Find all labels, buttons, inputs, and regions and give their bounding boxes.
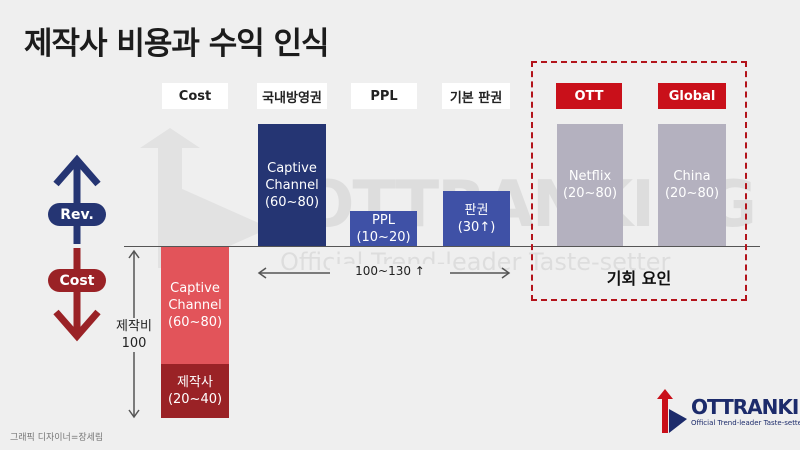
bar-text-line: (60~80) (264, 194, 320, 210)
page-title: 제작사 비용과 수익 인식 (24, 26, 330, 62)
header-ott: OTT (556, 83, 622, 109)
opportunity-label: 기회 요인 (606, 269, 672, 288)
bar-text-line: China (673, 169, 711, 184)
revenue-up-arrow-icon (53, 154, 101, 244)
bar-text-line: (60~80) (167, 315, 223, 330)
bar-captive-channel-cost: Captive Channel (60~80) (161, 247, 229, 364)
brand-logo-text: OTTRANKING (691, 395, 800, 419)
header-global: Global (658, 83, 726, 109)
brand-logo-subtext: Official Trend-leader Taste-setter (691, 419, 800, 427)
baseline (124, 246, 760, 247)
bar-text-line: (10~20) (356, 229, 411, 245)
bar-china: China (20~80) (658, 124, 726, 246)
bar-text-line: (20~40) (167, 392, 223, 407)
rev-badge-label: Rev. (60, 206, 94, 223)
bar-text-line: (20~80) (562, 186, 618, 201)
brand-logo: OTTRANKING Official Trend-leader Taste-s… (655, 385, 800, 440)
bar-text-line: Captive (267, 160, 317, 176)
cost-down-arrow-icon (53, 248, 101, 342)
rev-badge: Rev. (48, 203, 106, 226)
cost-badge: Cost (48, 269, 106, 292)
bar-text-line: Captive (170, 281, 220, 296)
bar-text-line: PPL (372, 212, 395, 228)
bar-text-line: 판권 (464, 202, 489, 218)
bar-text-line: 제작사 (177, 375, 213, 390)
opportunity-box (531, 61, 747, 301)
bar-text-line: Channel (168, 298, 222, 313)
header-cost: Cost (162, 83, 228, 109)
bar-license: 판권 (30↑) (443, 191, 510, 246)
header-broadcast-rights: 국내방영권 (257, 83, 327, 109)
bar-producer-cost: 제작사 (20~40) (161, 364, 229, 418)
bar-ppl: PPL (10~20) (350, 211, 417, 246)
header-ppl: PPL (351, 83, 417, 109)
brand-logo-icon (657, 389, 687, 433)
bar-text-line: (20~80) (664, 186, 720, 201)
revenue-range-label: 100~130 ↑ (330, 264, 450, 278)
cost-badge-label: Cost (59, 272, 95, 289)
bar-text-line: Channel (265, 177, 319, 193)
bar-text-line: Netflix (568, 169, 612, 184)
production-cost-label-line: 100 (121, 336, 147, 351)
header-base-license: 기본 판권 (442, 83, 510, 109)
bar-netflix: Netflix (20~80) (557, 124, 623, 246)
production-cost-label-line: 제작비 (116, 319, 152, 334)
credit-text: 그래픽 디자이너=장세림 (10, 433, 104, 443)
bar-captive-channel-revenue: Captive Channel (60~80) (258, 124, 326, 246)
bar-text-line: (30↑) (457, 219, 496, 235)
production-cost-label: 제작비 100 (112, 318, 156, 352)
